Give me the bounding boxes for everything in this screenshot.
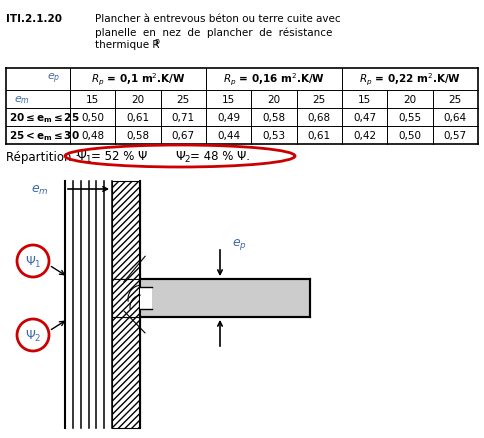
Text: 15: 15 <box>222 95 235 105</box>
Text: 0,50: 0,50 <box>81 113 104 123</box>
Text: $e_p$: $e_p$ <box>47 72 60 86</box>
Text: $R_p$ = 0,1 m$^2$.K/W: $R_p$ = 0,1 m$^2$.K/W <box>91 72 185 88</box>
Text: $e_m$: $e_m$ <box>31 183 49 196</box>
Text: 0,64: 0,64 <box>444 113 467 123</box>
Text: $e_p$: $e_p$ <box>232 237 247 252</box>
Text: 25: 25 <box>177 95 190 105</box>
Text: Plancher à entrevous béton ou terre cuite avec: Plancher à entrevous béton ou terre cuit… <box>95 14 341 24</box>
Text: $\Psi_2$: $\Psi_2$ <box>25 328 41 343</box>
Text: 0,58: 0,58 <box>126 131 150 141</box>
Text: 0,67: 0,67 <box>172 131 195 141</box>
Text: 0,47: 0,47 <box>353 113 376 123</box>
Text: planelle  en  nez  de  plancher  de  résistance: planelle en nez de plancher de résistanc… <box>95 27 333 37</box>
Bar <box>112 317 140 428</box>
Text: 15: 15 <box>358 95 371 105</box>
Text: $R_p$ = 0,16 m$^2$.K/W: $R_p$ = 0,16 m$^2$.K/W <box>223 72 325 88</box>
Text: 0,61: 0,61 <box>126 113 150 123</box>
Bar <box>112 182 140 279</box>
Text: 0,58: 0,58 <box>262 113 286 123</box>
Text: 20: 20 <box>404 95 417 105</box>
Text: thermique R: thermique R <box>95 40 160 50</box>
Text: $e_m$: $e_m$ <box>14 94 30 106</box>
Text: 0,42: 0,42 <box>353 131 376 141</box>
Text: $R_p$ = 0,22 m$^2$.K/W: $R_p$ = 0,22 m$^2$.K/W <box>359 72 461 88</box>
Text: 0,50: 0,50 <box>398 131 422 141</box>
Text: 0,71: 0,71 <box>172 113 195 123</box>
Text: = 52 % Ψ: = 52 % Ψ <box>91 150 147 163</box>
Text: p: p <box>154 37 159 46</box>
Text: $\mathbf{25 < e_m \leq 30}$: $\mathbf{25 < e_m \leq 30}$ <box>9 129 80 143</box>
Text: 0,55: 0,55 <box>398 113 422 123</box>
Text: 0,57: 0,57 <box>444 131 467 141</box>
Text: 20: 20 <box>268 95 281 105</box>
Text: 0,44: 0,44 <box>217 131 240 141</box>
Text: Répartition :: Répartition : <box>6 150 83 163</box>
Text: $\Psi_2$: $\Psi_2$ <box>175 149 192 164</box>
Text: 25: 25 <box>449 95 462 105</box>
Text: 0,49: 0,49 <box>217 113 240 123</box>
Text: 0,61: 0,61 <box>308 131 331 141</box>
Text: 20: 20 <box>132 95 145 105</box>
Bar <box>140 279 310 317</box>
Text: 0,53: 0,53 <box>262 131 286 141</box>
Text: 15: 15 <box>86 95 99 105</box>
Text: ITI.2.1.20: ITI.2.1.20 <box>6 14 62 24</box>
Text: 0,48: 0,48 <box>81 131 104 141</box>
Text: 25: 25 <box>313 95 326 105</box>
Text: = 48 % Ψ.: = 48 % Ψ. <box>190 150 250 163</box>
Bar <box>112 279 140 317</box>
Text: $\mathbf{20 \leq e_m \leq 25}$: $\mathbf{20 \leq e_m \leq 25}$ <box>9 111 80 125</box>
Bar <box>140 287 152 309</box>
Text: $\Psi_1$: $\Psi_1$ <box>76 149 93 164</box>
Text: $\Psi_1$: $\Psi_1$ <box>25 254 41 269</box>
Text: 0,68: 0,68 <box>308 113 331 123</box>
